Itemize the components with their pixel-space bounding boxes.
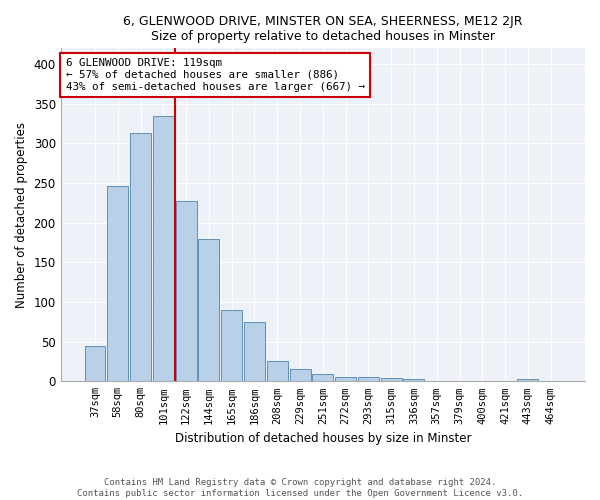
Y-axis label: Number of detached properties: Number of detached properties	[15, 122, 28, 308]
Bar	[313, 374, 334, 382]
Bar	[176, 200, 197, 382]
Bar	[517, 379, 538, 382]
Bar	[335, 378, 356, 382]
Text: 6 GLENWOOD DRIVE: 119sqm
← 57% of detached houses are smaller (886)
43% of semi-: 6 GLENWOOD DRIVE: 119sqm ← 57% of detach…	[66, 58, 365, 92]
Bar	[267, 360, 288, 382]
Bar	[130, 133, 151, 382]
Bar	[199, 238, 220, 382]
Bar	[381, 378, 401, 382]
Bar	[290, 368, 311, 382]
Text: Contains HM Land Registry data © Crown copyright and database right 2024.
Contai: Contains HM Land Registry data © Crown c…	[77, 478, 523, 498]
Title: 6, GLENWOOD DRIVE, MINSTER ON SEA, SHEERNESS, ME12 2JR
Size of property relative: 6, GLENWOOD DRIVE, MINSTER ON SEA, SHEER…	[123, 15, 523, 43]
Bar	[403, 379, 424, 382]
Bar	[85, 346, 106, 382]
Bar	[244, 322, 265, 382]
Bar	[221, 310, 242, 382]
Bar	[153, 116, 174, 382]
X-axis label: Distribution of detached houses by size in Minster: Distribution of detached houses by size …	[175, 432, 471, 445]
Bar	[358, 378, 379, 382]
Bar	[107, 186, 128, 382]
